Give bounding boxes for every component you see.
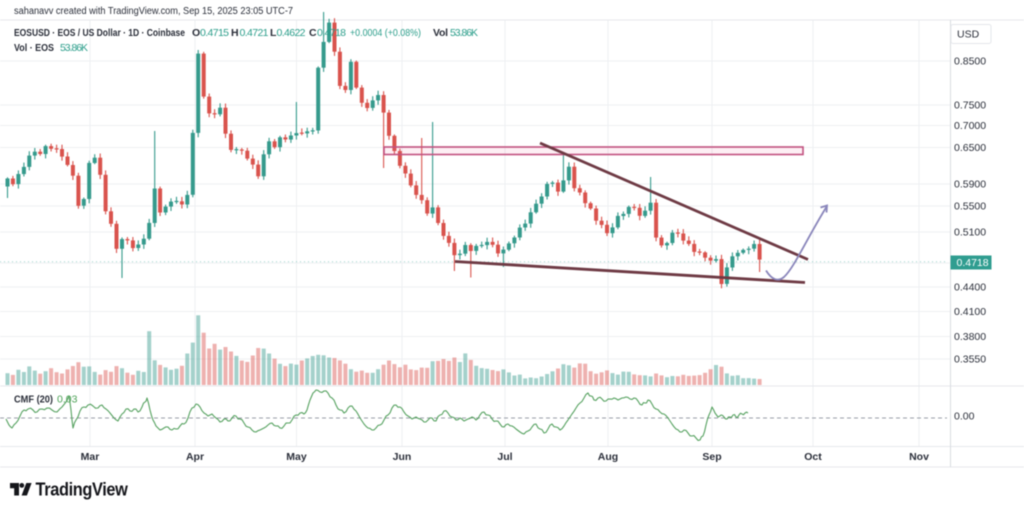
svg-text:Mar: Mar <box>81 451 100 463</box>
svg-text:H: H <box>231 27 239 39</box>
svg-text:Vol · EOS: Vol · EOS <box>14 42 54 54</box>
svg-text:Jun: Jun <box>393 451 412 463</box>
svg-text:Vol: Vol <box>433 27 448 39</box>
svg-text:0.7000: 0.7000 <box>954 120 986 132</box>
svg-text:Jul: Jul <box>497 451 512 463</box>
svg-text:TradingView: TradingView <box>36 480 129 500</box>
svg-text:0.6500: 0.6500 <box>954 142 986 154</box>
svg-text:0.3550: 0.3550 <box>954 354 986 366</box>
svg-text:0.4400: 0.4400 <box>954 282 986 294</box>
svg-text:Nov: Nov <box>909 451 929 463</box>
svg-text:53.86K: 53.86K <box>450 27 478 39</box>
svg-text:0.4100: 0.4100 <box>954 306 986 318</box>
svg-text:0.4715: 0.4715 <box>200 27 229 39</box>
svg-text:CMF (20): CMF (20) <box>14 394 53 406</box>
svg-text:O: O <box>192 27 200 39</box>
svg-text:0.4721: 0.4721 <box>240 27 269 39</box>
svg-text:C: C <box>309 27 317 39</box>
svg-text:0.5500: 0.5500 <box>954 201 986 213</box>
svg-text:USD: USD <box>957 29 980 41</box>
svg-text:0.4718: 0.4718 <box>317 27 346 39</box>
svg-text:0.8500: 0.8500 <box>954 56 986 68</box>
svg-text:Aug: Aug <box>598 451 618 463</box>
svg-text:0.4622: 0.4622 <box>277 27 306 39</box>
svg-text:0.7500: 0.7500 <box>954 100 986 112</box>
svg-text:0.00: 0.00 <box>954 411 975 423</box>
svg-text:0.5100: 0.5100 <box>954 227 986 239</box>
svg-text:0.4718: 0.4718 <box>957 257 989 269</box>
svg-text:EOSUSD · EOS / US Dollar · 1D: EOSUSD · EOS / US Dollar · 1D · Coinbase <box>14 27 185 39</box>
svg-text:+0.0004 (+0.08%): +0.0004 (+0.08%) <box>350 27 421 39</box>
svg-text:0.03: 0.03 <box>57 394 78 406</box>
svg-text:Sep: Sep <box>702 451 721 463</box>
svg-text:sahanavv created with TradingV: sahanavv created with TradingView.com, S… <box>14 6 293 17</box>
svg-text:53.86K: 53.86K <box>60 42 88 54</box>
svg-text:L: L <box>270 27 277 39</box>
svg-text:0.5900: 0.5900 <box>954 179 986 191</box>
svg-text:Oct: Oct <box>804 451 822 463</box>
svg-text:May: May <box>286 451 307 463</box>
svg-text:Apr: Apr <box>186 451 204 463</box>
svg-text:0.3800: 0.3800 <box>954 331 986 343</box>
